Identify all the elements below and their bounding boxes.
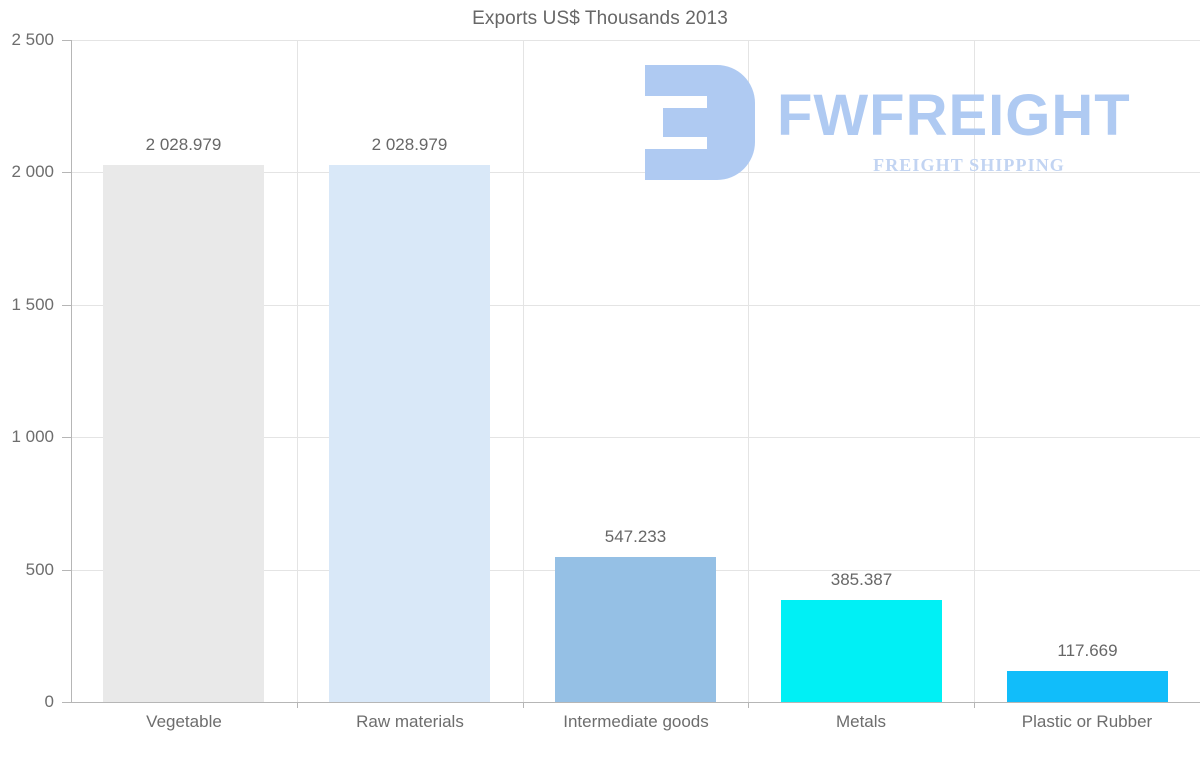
bar[interactable] [103, 164, 264, 702]
y-tick-mark [62, 40, 71, 41]
x-tick-mark [974, 702, 975, 708]
y-tick-label: 2 000 [11, 162, 54, 182]
bar[interactable] [329, 164, 490, 702]
y-gridline [71, 40, 1200, 41]
x-tick-mark [748, 702, 749, 708]
y-axis-line [71, 40, 72, 703]
bar[interactable] [1007, 670, 1168, 702]
bar-value-label: 117.669 [1057, 640, 1118, 660]
y-tick-mark [62, 304, 71, 306]
y-tick-mark [62, 702, 71, 703]
x-gridline [748, 40, 749, 702]
bar-value-label: 2 028.979 [371, 134, 448, 154]
bar[interactable] [555, 557, 716, 702]
y-tick-label: 2 500 [11, 30, 54, 49]
bar[interactable] [781, 599, 942, 702]
x-tick-mark [523, 702, 524, 708]
x-gridline [974, 40, 975, 702]
x-tick-label: Intermediate goods [563, 712, 709, 731]
bar-value-label: 2 028.979 [145, 134, 222, 154]
y-gridline [71, 304, 1200, 306]
y-tick-mark [62, 569, 71, 571]
y-gridline [71, 172, 1200, 174]
y-tick-mark [62, 172, 71, 174]
y-tick-label: 1 000 [11, 427, 54, 447]
x-tick-label: Raw materials [356, 712, 464, 731]
y-tick-label: 1 500 [11, 294, 54, 314]
y-tick-mark [62, 437, 71, 439]
x-tick-label: Vegetable [146, 712, 222, 731]
x-axis-line [62, 702, 1200, 703]
bar-value-label: 547.233 [604, 527, 667, 547]
y-tick-label: 500 [25, 559, 54, 579]
x-tick-mark [297, 702, 298, 708]
bar-value-label: 385.387 [830, 569, 893, 589]
x-tick-label: Plastic or Rubber [1021, 712, 1153, 731]
y-tick-label: 0 [44, 692, 54, 711]
y-gridline [71, 437, 1200, 439]
x-tick-label: Metals [835, 712, 887, 731]
chart-title: Exports US$ Thousands 2013 [472, 8, 728, 29]
x-gridline [523, 40, 524, 702]
x-gridline [297, 40, 298, 702]
